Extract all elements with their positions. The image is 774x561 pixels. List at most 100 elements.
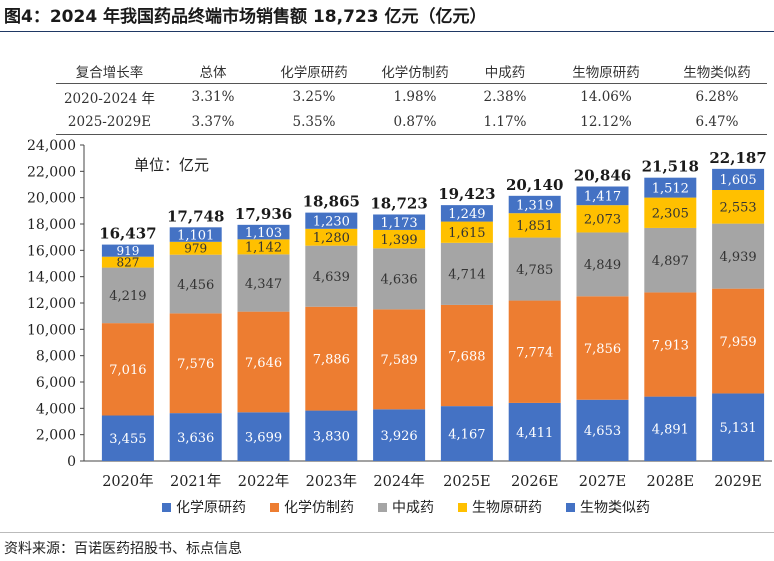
data-label: 3,636 [177, 431, 214, 446]
x-tick-label: 2029E [714, 474, 762, 490]
bar-segment [576, 296, 629, 400]
data-label: 1,615 [448, 226, 485, 241]
bar-segment [576, 232, 629, 297]
title-divider [0, 31, 774, 32]
source-divider [0, 532, 774, 533]
bar-segment [169, 254, 222, 314]
bar-segment [576, 205, 629, 233]
data-label: 4,891 [652, 423, 689, 438]
cagr-header-row: 复合增长率 总体 化学原研药 化学仿制药 中成药 生物原研药 生物类似药 [56, 58, 767, 84]
data-label: 1,103 [245, 226, 282, 241]
x-tick-label: 2026E [511, 474, 559, 490]
bar-segment [440, 242, 493, 305]
bar-segment [508, 300, 561, 403]
bar-segment [712, 288, 765, 394]
total-label: 19,423 [438, 185, 495, 203]
data-label: 2,305 [652, 207, 689, 222]
cagr-cell: 3.37% [191, 113, 235, 130]
data-label: 4,219 [109, 289, 146, 304]
bar-segment [373, 229, 426, 249]
data-label: 4,653 [584, 424, 621, 439]
total-label: 21,518 [642, 158, 699, 176]
cagr-header-cell: 复合增长率 [75, 64, 144, 81]
bar-segment [305, 228, 358, 246]
bar-segment [644, 227, 697, 293]
bar-segment [644, 292, 697, 397]
cagr-cell: 2020-2024 年 [63, 90, 156, 107]
bar-segment [305, 245, 358, 307]
data-label: 7,959 [719, 335, 756, 350]
data-label: 7,856 [584, 342, 621, 357]
data-label: 1,417 [584, 190, 621, 205]
total-label: 17,748 [167, 207, 224, 225]
bar-segment [644, 197, 697, 228]
cagr-cell: 3.31% [191, 88, 235, 105]
data-label: 4,639 [313, 270, 350, 285]
data-label: 1,851 [516, 219, 553, 234]
bar-segment [305, 306, 358, 411]
cagr-cell: 2.38% [483, 88, 527, 105]
bar-segment [169, 313, 222, 414]
cagr-header-cell: 化学原研药 [280, 64, 348, 81]
data-label: 7,913 [652, 338, 689, 353]
total-label: 20,140 [506, 176, 563, 194]
y-tick-label: 14,000 [27, 270, 76, 286]
data-label: 3,699 [245, 430, 282, 445]
bar-segment [644, 396, 697, 461]
y-tick-label: 22,000 [27, 164, 76, 180]
cagr-cell: 6.47% [695, 113, 739, 130]
cagr-header-cell: 生物原研药 [572, 64, 640, 81]
source-note: 资料来源：百诺医药招股书、标点信息 [4, 541, 242, 557]
y-tick-label: 16,000 [27, 243, 76, 259]
cagr-table: 复合增长率 总体 化学原研药 化学仿制药 中成药 生物原研药 生物类似药 202… [56, 58, 767, 135]
legend-entry: 化学仿制药 [284, 500, 354, 516]
data-label: 7,646 [245, 356, 282, 371]
y-tick-label: 10,000 [27, 322, 76, 338]
x-tick-label: 2027E [579, 474, 627, 490]
legend-entry: 中成药 [392, 500, 434, 516]
data-label: 4,411 [516, 426, 553, 441]
x-tick-label: 2021年 [170, 473, 221, 490]
legend-swatch [378, 503, 387, 512]
bar-segment [508, 213, 561, 238]
bar-segment [101, 256, 154, 268]
data-label: 7,576 [177, 357, 214, 372]
legend-swatch [162, 503, 171, 512]
table-row: 2025-2029E 3.37% 5.35% 0.87% 1.17% 12.12… [56, 109, 767, 135]
cagr-cell: 5.35% [292, 113, 336, 130]
bar-segment [712, 168, 765, 191]
bar-segment [508, 195, 561, 214]
bar-segment [169, 241, 222, 255]
legend-swatch [270, 503, 279, 512]
cagr-cell: 6.28% [695, 88, 739, 105]
bar-segment [440, 205, 493, 222]
bar-segment [169, 227, 222, 242]
cagr-cell: 3.25% [292, 88, 336, 105]
cagr-header-cell: 化学仿制药 [381, 64, 449, 81]
legend-entry: 生物原研药 [472, 500, 542, 516]
bar-segment [237, 412, 290, 461]
data-label: 1,280 [313, 231, 350, 246]
y-tick-label: 18,000 [27, 217, 76, 233]
cagr-header-cell: 中成药 [484, 64, 526, 81]
bar-segment [440, 304, 493, 407]
data-label: 7,688 [448, 349, 485, 364]
total-label: 22,187 [709, 149, 766, 167]
bar-segment [237, 224, 290, 240]
bar-segment [576, 186, 629, 206]
bar-segment [237, 239, 290, 255]
data-label: 1,249 [448, 207, 485, 222]
data-label: 4,714 [448, 268, 485, 283]
total-label: 18,723 [370, 194, 427, 212]
data-label: 1,230 [313, 215, 350, 230]
total-label: 20,846 [574, 167, 631, 185]
y-tick-label: 8,000 [36, 349, 76, 365]
bar-segment [373, 248, 426, 310]
data-label: 4,849 [584, 258, 621, 273]
data-label: 4,456 [177, 278, 214, 293]
cagr-cell: 2025-2029E [67, 113, 152, 130]
figure-title: 图4：2024 年我国药品终端市场销售额 18,723 亿元（亿元） [4, 7, 487, 27]
bar-segment [101, 244, 154, 257]
data-label: 1,605 [719, 173, 756, 188]
data-label: 1,142 [245, 241, 282, 256]
